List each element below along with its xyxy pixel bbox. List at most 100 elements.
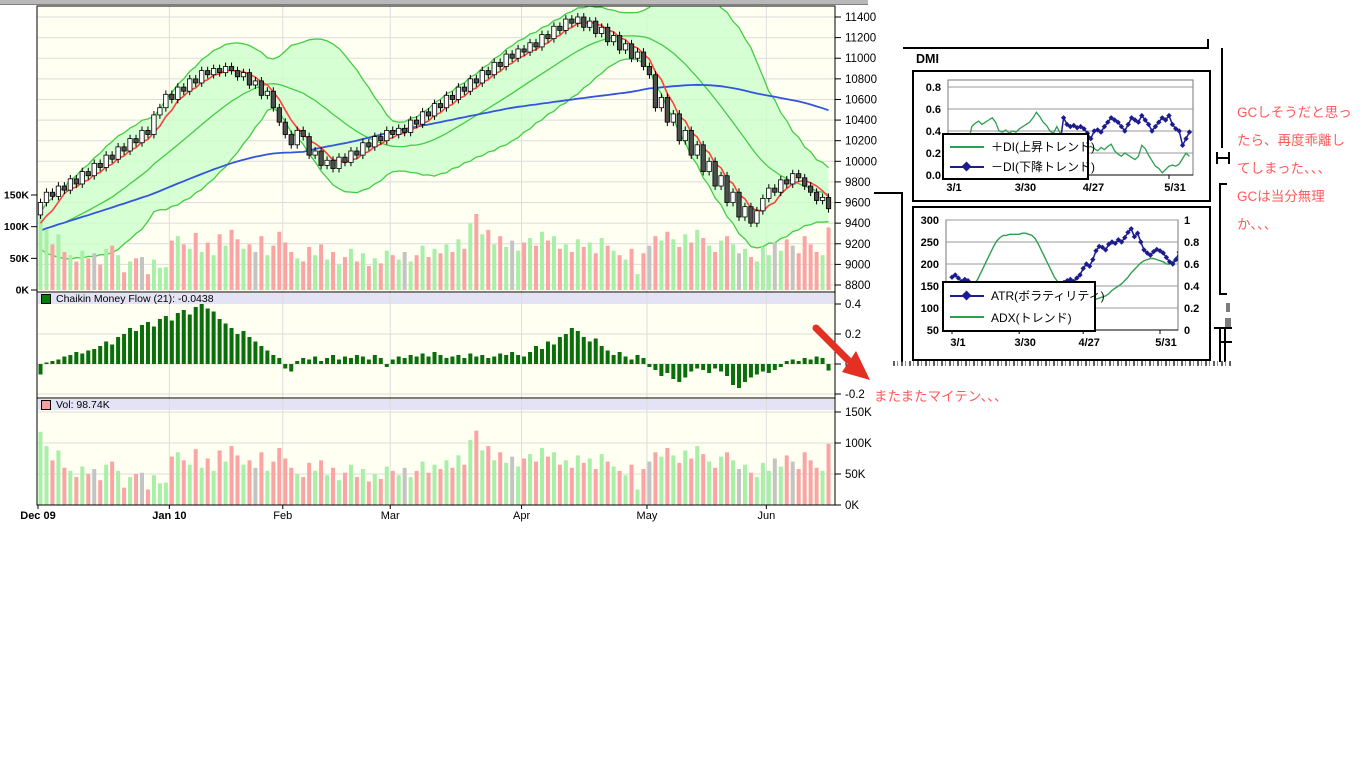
svg-text:4/27: 4/27: [1078, 337, 1099, 349]
svg-text:9400: 9400: [845, 218, 871, 230]
svg-text:11400: 11400: [845, 12, 876, 24]
svg-text:5/31: 5/31: [1155, 337, 1176, 349]
svg-text:100K: 100K: [4, 221, 30, 233]
svg-text:9000: 9000: [845, 259, 871, 271]
svg-text:250: 250: [921, 237, 939, 249]
svg-text:10800: 10800: [845, 74, 877, 86]
svg-text:9800: 9800: [845, 177, 871, 189]
svg-text:Apr: Apr: [513, 510, 530, 522]
svg-text:10600: 10600: [845, 94, 877, 106]
svg-text:0.6: 0.6: [926, 104, 941, 116]
gc-annotation-line: GCは当分無理: [1237, 189, 1325, 204]
svg-text:0K: 0K: [845, 500, 859, 512]
window-edge-strip: [0, 0, 868, 5]
clipped-frame-tick: [1207, 39, 1209, 49]
svg-text:3/30: 3/30: [1015, 182, 1036, 194]
svg-text:8800: 8800: [845, 280, 871, 292]
svg-text:0K: 0K: [16, 285, 30, 297]
cmf-legend-swatch: [41, 294, 51, 304]
minus-di-label: －DI(下降トレンド): [991, 160, 1095, 174]
svg-text:0.4: 0.4: [845, 299, 862, 311]
svg-text:3/30: 3/30: [1014, 337, 1035, 349]
svg-text:0.4: 0.4: [1184, 281, 1200, 293]
svg-text:Mar: Mar: [381, 510, 400, 522]
atr-legend-row-atr: ATR(ボラティリティ): [950, 287, 1105, 304]
svg-text:11200: 11200: [845, 33, 876, 45]
svg-text:0: 0: [1184, 325, 1190, 337]
svg-text:50K: 50K: [845, 469, 866, 481]
dmi-legend: ＋DI(上昇トレンド) －DI(下降トレンド): [942, 133, 1095, 180]
svg-text:Feb: Feb: [273, 510, 292, 522]
svg-text:Jan 10: Jan 10: [152, 510, 186, 522]
gc-annotation-line: GCしそうだと思っ: [1237, 105, 1352, 120]
clipped-left-bracket-top: [874, 192, 903, 194]
svg-text:11000: 11000: [845, 53, 876, 65]
adx-line-sample: [950, 312, 984, 322]
dmi-chart-title: DMI: [916, 52, 939, 66]
svg-text:9600: 9600: [845, 198, 871, 210]
svg-text:3/1: 3/1: [946, 182, 961, 194]
clipped-left-bracket-line: [901, 192, 903, 362]
dmi-legend-row-plus-di: ＋DI(上昇トレンド): [950, 138, 1095, 155]
clipped-frame-right-line: [1221, 48, 1223, 148]
svg-text:5/31: 5/31: [1164, 182, 1185, 194]
minus-di-line-sample: [950, 161, 984, 172]
svg-text:1: 1: [1184, 215, 1190, 227]
svg-text:0.6: 0.6: [1184, 259, 1199, 271]
plus-di-line-sample: [950, 142, 984, 152]
clipped-frame-top-line: [903, 47, 1209, 49]
svg-text:0.8: 0.8: [1184, 237, 1199, 249]
gc-annotation-line: てしまった、、、: [1237, 161, 1331, 176]
clipped-text-strip: [893, 361, 1233, 366]
svg-text:150: 150: [921, 281, 939, 293]
svg-text:May: May: [637, 510, 658, 522]
svg-text:3/1: 3/1: [950, 337, 965, 349]
red-arrow-annotation: [812, 324, 870, 380]
atr-legend: ATR(ボラティリティ) ADX(トレンド): [942, 281, 1105, 332]
clipped-box-edge-a: [1214, 327, 1232, 329]
svg-text:0.8: 0.8: [926, 82, 941, 94]
cmf-panel-label: Chaikin Money Flow (21): -0.0438: [56, 292, 214, 305]
dmi-chart: 0.8 0.6 0.4 0.2 0.0 3/1 3/30 4/27 5/31: [912, 70, 1211, 202]
atr-line-sample: [950, 290, 984, 301]
svg-text:Dec 09: Dec 09: [20, 510, 55, 522]
svg-text:10200: 10200: [845, 136, 877, 148]
clipped-glyph-fragment: [1216, 152, 1230, 164]
svg-text:9200: 9200: [845, 239, 871, 251]
svg-text:4/27: 4/27: [1083, 182, 1104, 194]
svg-text:200: 200: [921, 259, 939, 271]
svg-text:300: 300: [921, 215, 939, 227]
svg-text:10400: 10400: [845, 115, 877, 127]
svg-text:0.4: 0.4: [926, 126, 942, 138]
clipped-box-edge-c: [1224, 329, 1226, 362]
gc-annotation-line: たら、再度乖離し: [1237, 133, 1345, 148]
svg-text:Jun: Jun: [757, 510, 775, 522]
svg-text:0.0: 0.0: [926, 170, 941, 182]
svg-text:0.2: 0.2: [1184, 303, 1199, 315]
cmf-panel-header: Chaikin Money Flow (21): -0.0438: [41, 293, 214, 305]
svg-text:50: 50: [927, 325, 939, 337]
clipped-box-edge-b: [1219, 329, 1221, 362]
atr-label: ATR(ボラティリティ): [991, 289, 1105, 304]
price-volume-chart: 8800 9000 9200 9400 9600 9800 10000 10200 10400 1…: [4, 5, 877, 522]
svg-text:0.2: 0.2: [845, 329, 861, 341]
plus-di-label: ＋DI(上昇トレンド): [991, 140, 1095, 154]
svg-text:-0.2: -0.2: [845, 389, 865, 401]
vol-panel-label: Vol: 98.74K: [56, 398, 110, 411]
clipped-bracket-bottom: [1219, 293, 1227, 295]
clipped-bracket-line: [1219, 183, 1221, 295]
clipped-bracket-top: [1219, 183, 1227, 185]
atr-legend-row-adx: ADX(トレンド): [950, 309, 1088, 326]
svg-text:50K: 50K: [10, 253, 30, 265]
svg-text:0.2: 0.2: [926, 148, 941, 160]
svg-text:100K: 100K: [845, 438, 872, 450]
clipped-box-edge-d: [1219, 341, 1232, 343]
dmi-legend-row-minus-di: －DI(下降トレンド): [950, 158, 1095, 175]
svg-text:150K: 150K: [845, 407, 872, 419]
maiten-annotation: またまたマイテン、、、: [874, 389, 1008, 404]
gc-annotation-line: か、、、: [1237, 217, 1278, 232]
vol-panel-header: Vol: 98.74K: [41, 399, 110, 411]
clipped-text-fragment-a: [1226, 303, 1230, 312]
gc-annotation: GCしそうだと思っ たら、再度乖離し てしまった、、、 GCは当分無理 か、、、: [1237, 99, 1352, 239]
